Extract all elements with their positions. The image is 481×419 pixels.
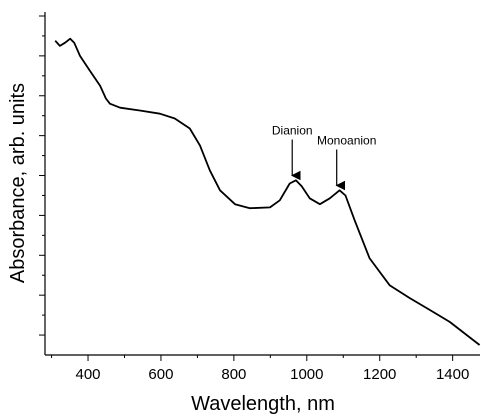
annotation-text: Dianion [272, 124, 313, 138]
annotation-text: Monoanion [317, 133, 376, 147]
x-tick-label: 600 [148, 366, 173, 383]
x-tick-label: 1400 [436, 366, 469, 383]
spectrum-line [54, 37, 481, 346]
y-axis-label: Absorbance, arb. units [7, 83, 29, 283]
x-tick-label: 400 [76, 366, 101, 383]
x-tick-label: 800 [221, 366, 246, 383]
x-tick-label: 1200 [363, 366, 396, 383]
x-axis-label: Wavelength, nm [191, 393, 335, 415]
x-tick-label: 1000 [290, 366, 323, 383]
